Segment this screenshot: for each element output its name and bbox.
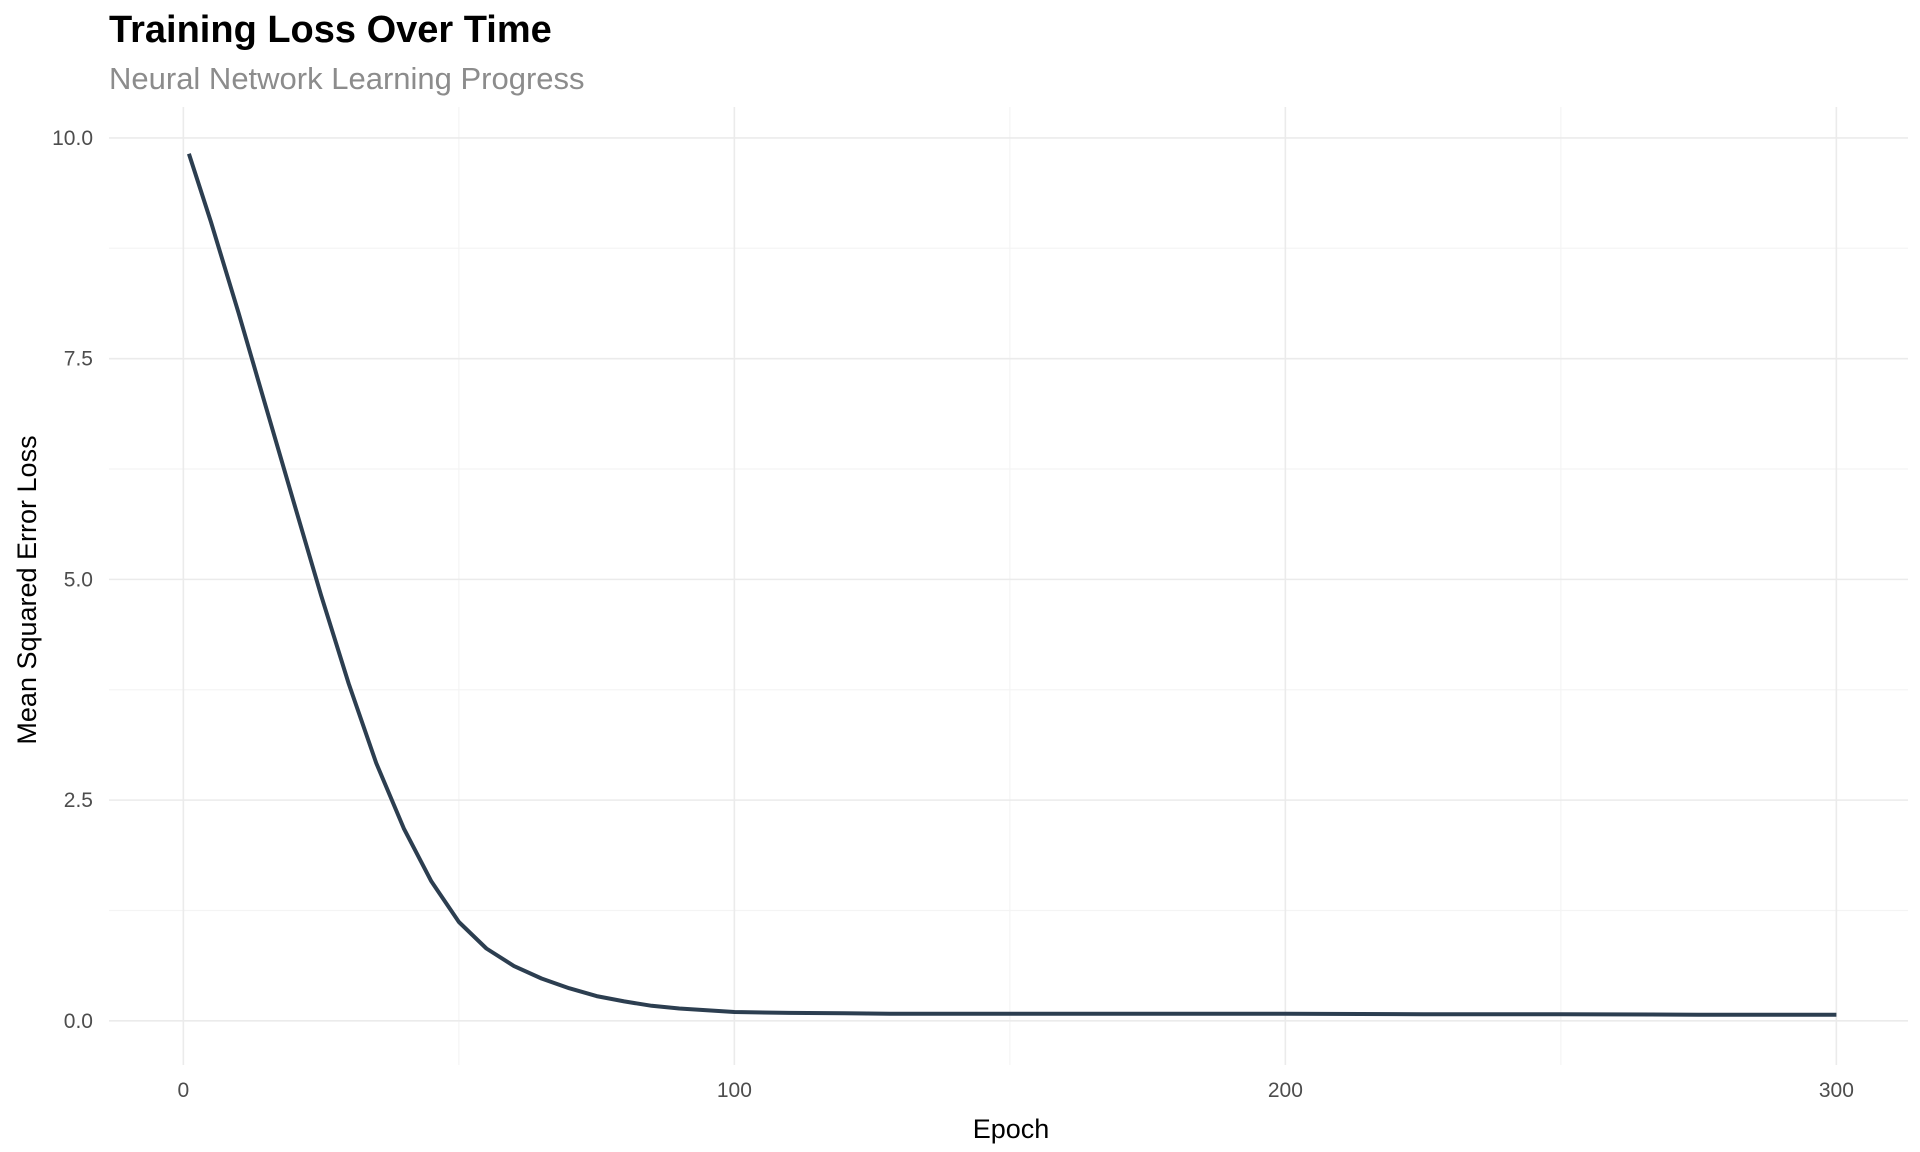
x-axis-title: Epoch — [973, 1114, 1050, 1144]
y-tick-label: 2.5 — [64, 789, 93, 812]
y-tick-label: 5.0 — [64, 568, 93, 591]
series-layer — [186, 153, 1837, 1017]
y-axis-title: Mean Squared Error Loss — [12, 435, 42, 744]
x-tick-label: 200 — [1268, 1079, 1303, 1102]
loss-series-line — [186, 153, 1837, 1017]
x-axis-ticks: 0 100 200 300 — [178, 1079, 1854, 1102]
grid-lines — [109, 107, 1908, 1065]
chart-title: Training Loss Over Time — [109, 9, 552, 51]
x-tick-label: 100 — [717, 1079, 752, 1102]
y-tick-label: 0.0 — [64, 1010, 93, 1033]
y-tick-label: 10.0 — [52, 127, 93, 150]
chart-subtitle: Neural Network Learning Progress — [109, 61, 585, 96]
y-tick-label: 7.5 — [64, 348, 93, 371]
x-tick-label: 300 — [1819, 1079, 1854, 1102]
y-axis-ticks: 0.0 2.5 5.0 7.5 10.0 — [52, 127, 93, 1033]
x-tick-label: 0 — [178, 1079, 190, 1102]
